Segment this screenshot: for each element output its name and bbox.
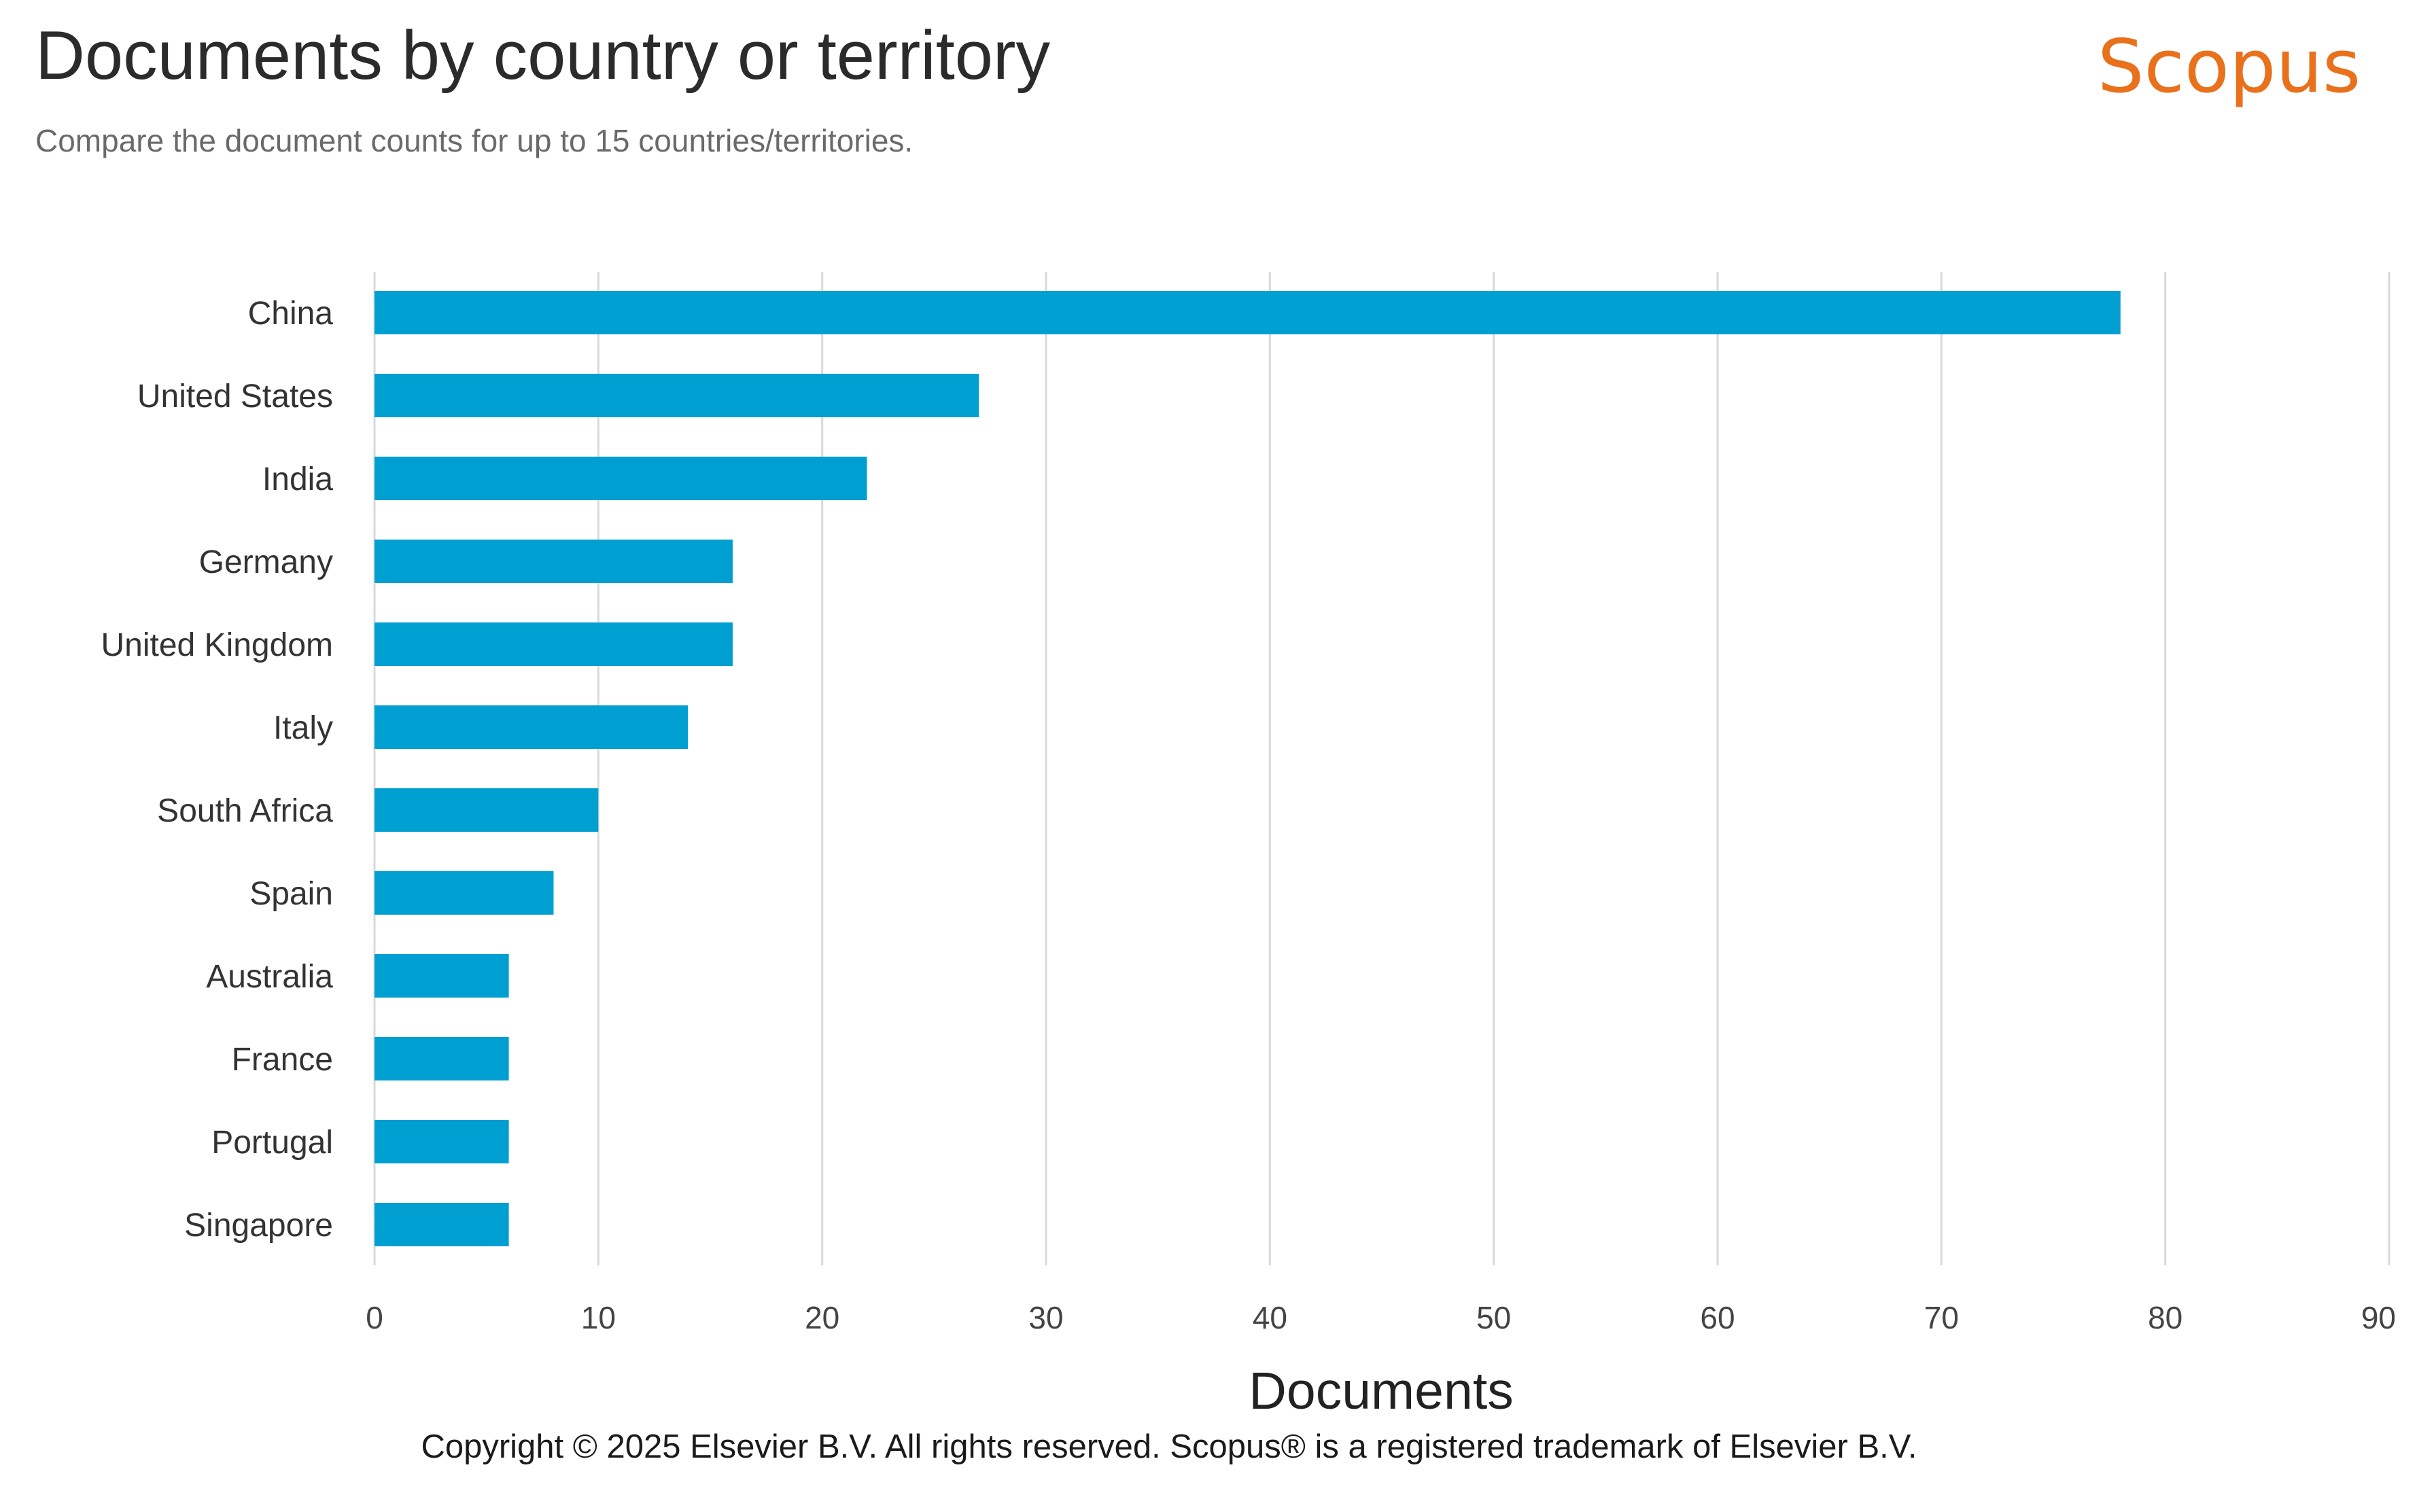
x-tick-label: 20 (805, 1300, 839, 1335)
x-tick-label: 40 (1253, 1300, 1287, 1335)
category-label: United States (137, 379, 333, 415)
category-labels: China United States India Germany United Kin… (101, 296, 333, 1244)
category-label: Spain (249, 876, 333, 912)
bar[interactable] (375, 1120, 509, 1163)
scopus-logo: Scopus (2098, 24, 2361, 109)
category-label: Singapore (184, 1208, 333, 1244)
bar[interactable] (375, 1203, 509, 1246)
x-tick-label: 30 (1028, 1300, 1063, 1335)
x-tick-label: 10 (581, 1300, 616, 1335)
category-label: South Africa (157, 793, 333, 829)
bars (375, 291, 2121, 1246)
grid-lines (373, 272, 2390, 1265)
bar[interactable] (375, 788, 599, 832)
bar[interactable] (375, 871, 554, 915)
x-axis-title: Documents (1249, 1362, 1513, 1420)
x-tick-label: 70 (1924, 1300, 1959, 1335)
category-label: India (262, 461, 333, 497)
category-label: Italy (273, 710, 333, 746)
x-tick-label: 80 (2148, 1300, 2182, 1335)
category-label: France (232, 1042, 333, 1078)
bar[interactable] (375, 291, 2121, 334)
bar[interactable] (375, 954, 509, 998)
category-label: Australia (206, 959, 333, 995)
bar[interactable] (375, 705, 689, 749)
category-label: China (248, 296, 334, 332)
x-tick-label: 50 (1476, 1300, 1511, 1335)
category-label: Germany (199, 544, 333, 580)
x-tick-label: 90 (2361, 1300, 2396, 1335)
bar[interactable] (375, 374, 979, 417)
bar[interactable] (375, 457, 867, 500)
bar[interactable] (375, 1037, 509, 1080)
category-label: United Kingdom (101, 627, 333, 663)
category-label: Portugal (211, 1125, 333, 1161)
x-tick-labels: 0 10 20 30 40 50 60 70 80 90 (366, 1300, 2396, 1335)
copyright-notice: Copyright © 2025 Elsevier B.V. All right… (421, 1428, 1917, 1465)
x-tick-label: 60 (1700, 1300, 1735, 1335)
bar[interactable] (375, 540, 733, 583)
chart-subtitle: Compare the document counts for up to 15… (35, 123, 914, 158)
bar[interactable] (375, 622, 733, 666)
x-tick-label: 0 (366, 1300, 383, 1335)
chart-title: Documents by country or territory (35, 18, 1051, 94)
